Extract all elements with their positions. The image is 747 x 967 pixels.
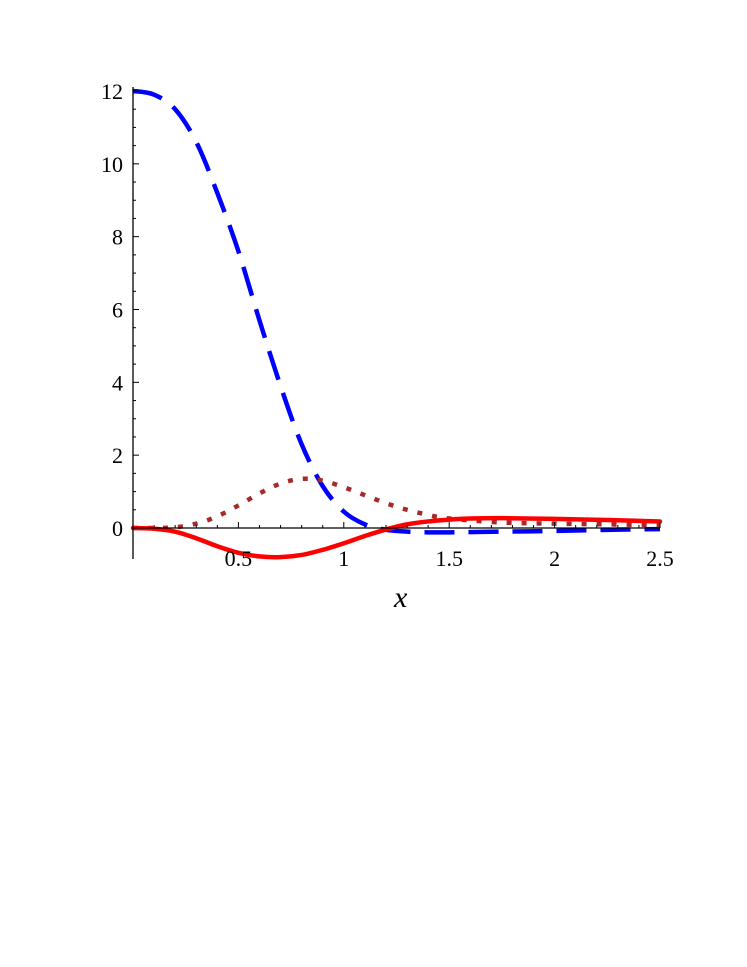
x-tick-label: 1.5 — [435, 546, 463, 571]
series-layer — [130, 88, 663, 560]
y-tick-label: 10 — [101, 152, 123, 177]
axes-layer: 0 2 4 6 8 10 12 0.5 1 1.5 2 2.5 — [101, 79, 674, 571]
series-dashed-line — [132, 88, 661, 535]
x-tick-label: 2 — [549, 546, 560, 571]
x-tick-label: 2.5 — [646, 546, 674, 571]
y-tick-label: 4 — [112, 370, 123, 395]
y-tick-label: 8 — [112, 225, 123, 250]
x-tick-label: 0.5 — [225, 546, 253, 571]
y-tick-label: 12 — [101, 79, 123, 104]
series-dotted-line — [132, 476, 661, 531]
y-tick-label: 0 — [112, 516, 123, 541]
series-solid-line — [130, 515, 663, 560]
y-tick-label: 6 — [112, 298, 123, 323]
x-tick-label: 1 — [338, 546, 349, 571]
y-tick-label: 2 — [112, 443, 123, 468]
x-axis-title: x — [393, 581, 408, 614]
